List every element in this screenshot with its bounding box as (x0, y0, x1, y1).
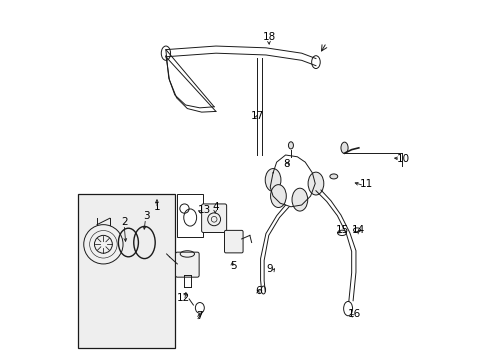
Ellipse shape (307, 172, 323, 195)
Text: 1: 1 (153, 202, 160, 212)
Ellipse shape (264, 168, 281, 192)
Text: 8: 8 (283, 159, 289, 169)
Text: 12: 12 (177, 293, 190, 303)
Text: 10: 10 (396, 154, 409, 163)
Circle shape (83, 225, 123, 264)
FancyBboxPatch shape (201, 204, 226, 233)
Text: 11: 11 (359, 179, 372, 189)
Text: 6: 6 (255, 286, 262, 296)
Text: 2: 2 (122, 217, 128, 227)
Text: 4: 4 (212, 202, 219, 212)
Ellipse shape (340, 142, 347, 154)
Text: 13: 13 (198, 205, 211, 215)
Text: 5: 5 (229, 261, 236, 271)
Text: 15: 15 (335, 225, 348, 235)
Bar (176, 194, 203, 237)
Ellipse shape (270, 185, 285, 207)
Text: 9: 9 (265, 264, 272, 274)
Text: 17: 17 (250, 111, 263, 121)
FancyBboxPatch shape (175, 252, 199, 277)
Text: 14: 14 (351, 225, 365, 235)
FancyBboxPatch shape (224, 230, 243, 253)
Ellipse shape (291, 188, 307, 211)
Text: 16: 16 (347, 309, 361, 319)
Text: 7: 7 (196, 311, 203, 321)
Text: 3: 3 (142, 211, 149, 221)
Bar (78, 194, 175, 348)
Ellipse shape (288, 142, 293, 149)
Text: 18: 18 (263, 32, 276, 42)
Ellipse shape (329, 174, 337, 179)
